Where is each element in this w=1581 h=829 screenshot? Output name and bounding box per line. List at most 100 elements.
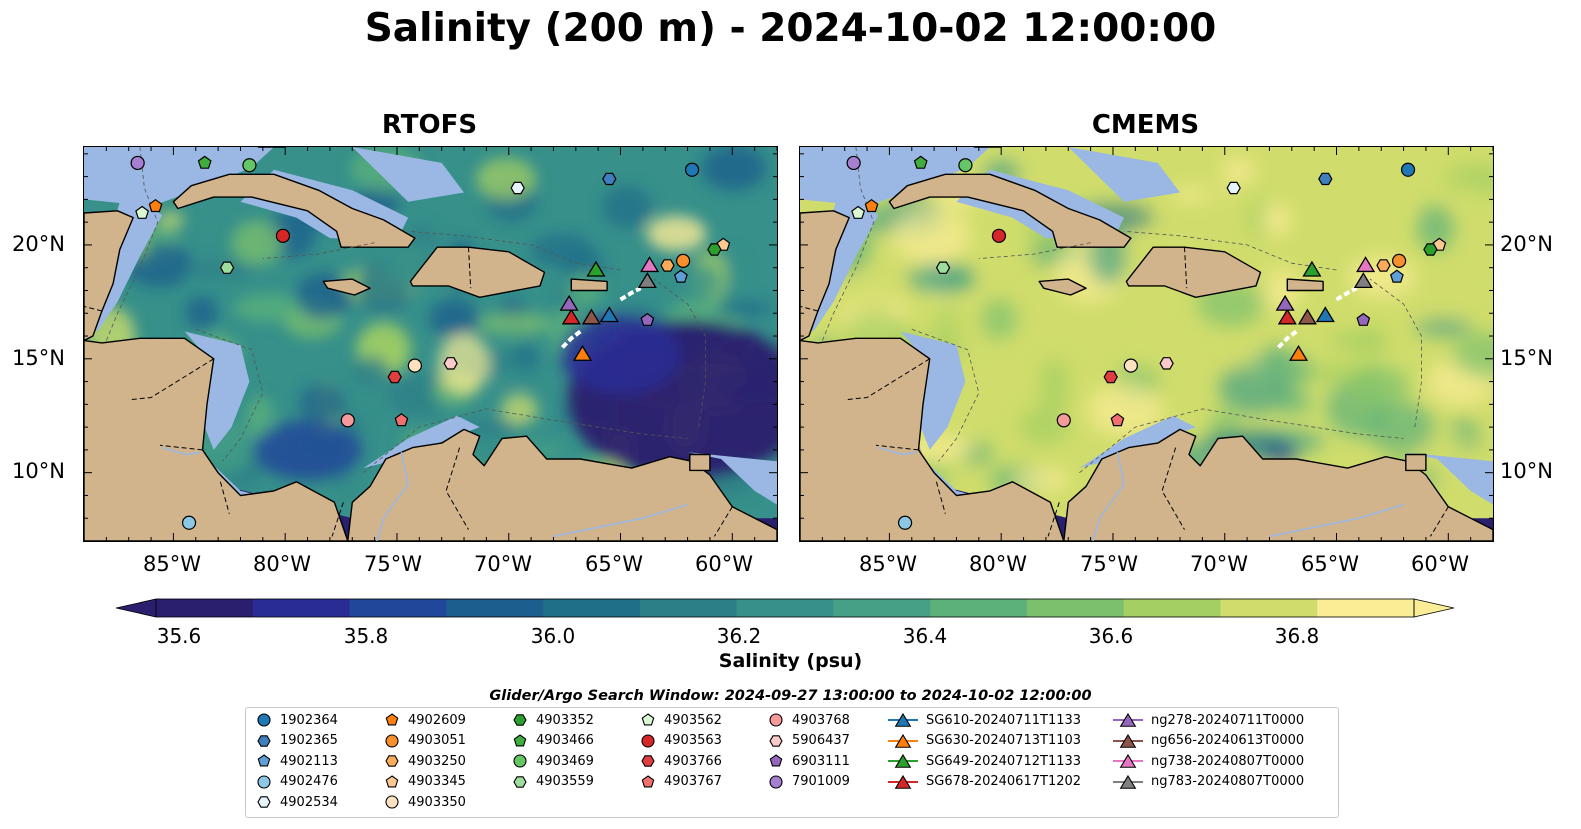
colorbar-swatch: [349, 599, 447, 617]
legend-item: 4903345: [382, 774, 466, 790]
argo-float-marker: [1318, 172, 1333, 186]
rivers: [877, 446, 1404, 541]
land-south: [1063, 428, 1493, 541]
glider-marker: [1353, 272, 1373, 289]
legend-label: SG678-20240617T1202: [926, 774, 1082, 790]
legend-marker: [641, 755, 655, 767]
argo-float-marker: [602, 172, 617, 186]
legend: 1902364 1902365 4902113 4902476 4902534 49026…: [245, 707, 1339, 818]
lat-label-20n-right: 20°N: [1500, 232, 1553, 256]
lon-label-60w-left: 60°W: [695, 552, 753, 576]
legend-marker: [888, 774, 918, 789]
legend-label: 4903562: [664, 712, 722, 728]
legend-label: SG610-20240711T1133: [926, 712, 1082, 728]
legend-marker: [769, 754, 783, 767]
legend-marker: [385, 795, 399, 809]
lon-label-80w-right: 80°W: [969, 552, 1027, 576]
argo-float-marker: [1123, 358, 1138, 373]
argo-float-marker: [1226, 181, 1241, 195]
glider-marker: [1356, 256, 1376, 273]
colorbar-swatch: [639, 599, 738, 617]
glider-marker: [581, 308, 602, 325]
argo-float-marker: [1400, 162, 1416, 177]
colorbar-swatch: [1123, 599, 1221, 617]
map-panel-cmems[interactable]: [799, 146, 1494, 542]
legend-item: 1902365: [254, 733, 338, 749]
legend-item: SG678-20240617T1202: [886, 774, 1081, 790]
lon-label-75w-left: 75°W: [364, 552, 422, 576]
argo-float-marker: [1389, 269, 1404, 283]
colorbar-swatch: [1026, 599, 1125, 617]
legend-label: 4903352: [536, 712, 594, 728]
legend-label: 1902364: [280, 712, 338, 728]
legend-label: 4903469: [536, 753, 594, 769]
legend-label: 4903766: [664, 753, 722, 769]
argo-float-marker: [846, 155, 861, 171]
colorbar-tick-35-8: 35.8: [343, 624, 389, 648]
legend-label: ng738-20240807T0000: [1151, 753, 1305, 769]
glider-marker: [1275, 294, 1295, 311]
land: [800, 147, 1493, 541]
lon-label-80w-left: 80°W: [253, 552, 311, 576]
argo-float-marker: [181, 515, 197, 530]
country-borders: [800, 247, 1449, 537]
salinity-map-rtofs: [84, 147, 777, 541]
argo-float-marker: [913, 155, 928, 169]
rivers: [161, 446, 688, 541]
colorbar-swatch: [736, 599, 834, 617]
glider-marker: [1277, 308, 1297, 325]
legend-label: 4903768: [792, 712, 850, 728]
argo-float-marker: [1110, 413, 1125, 427]
land-south: [347, 428, 777, 541]
map-panel-rtofs[interactable]: [83, 146, 778, 542]
argo-float-marker: [275, 228, 291, 243]
lat-label-10n-right: 10°N: [1500, 459, 1553, 483]
legend-item: SG630-20240713T1103: [886, 733, 1081, 749]
land-trinidad: [689, 453, 711, 472]
legend-label: 4903250: [408, 753, 466, 769]
argo-float-marker: [1103, 370, 1118, 384]
lon-label-85w-left: 85°W: [143, 552, 201, 576]
argo-float-marker: [864, 198, 879, 213]
legend-marker: [1113, 774, 1143, 789]
legend-label: 4903051: [408, 733, 466, 749]
panel-title-cmems: CMEMS: [1091, 110, 1200, 140]
glider-marker: [572, 344, 593, 361]
argo-float-marker: [510, 181, 525, 195]
colorbar-extend-low: [116, 598, 157, 618]
legend-marker: [1113, 754, 1143, 768]
lon-label-70w-left: 70°W: [474, 552, 532, 576]
legend-marker: [513, 733, 527, 747]
legend-label: ng783-20240807T0000: [1151, 774, 1305, 790]
colorbar-tick-35-6: 35.6: [156, 624, 202, 648]
argo-float-marker: [242, 158, 257, 173]
argo-float-marker: [135, 205, 150, 219]
legend-label: 4903350: [408, 794, 466, 810]
colorbar-swatch: [833, 599, 931, 617]
legend-item: 4902609: [382, 712, 466, 728]
legend-label: 4903563: [664, 733, 722, 749]
land-cuba: [172, 173, 416, 248]
glider-marker: [1302, 260, 1322, 277]
country-borders: [84, 247, 733, 537]
argo-float-marker: [130, 155, 145, 171]
axis-ticks: [800, 147, 1493, 541]
isobath-1000m: [106, 147, 706, 474]
legend-item: 4903562: [638, 712, 722, 728]
legend-item: 6903111: [766, 753, 850, 769]
argo-float-marker: [394, 413, 409, 427]
legend-item: 7901009: [766, 774, 850, 790]
argo-float-marker: [340, 413, 355, 428]
legend-label: 4903466: [536, 733, 594, 749]
legend-marker: [385, 734, 399, 748]
legend-label: 4903559: [536, 774, 594, 790]
salinity-colorbar: [116, 598, 1454, 618]
legend-label: 4902476: [280, 774, 338, 790]
glider-marker: [559, 294, 579, 311]
lat-label-20n-left: 20°N: [12, 232, 65, 256]
legend-marker: [385, 713, 399, 726]
legend-marker: [513, 714, 527, 726]
glider-marker: [1288, 344, 1309, 361]
argo-float-marker: [443, 357, 458, 370]
legend-label: 1902365: [280, 733, 338, 749]
